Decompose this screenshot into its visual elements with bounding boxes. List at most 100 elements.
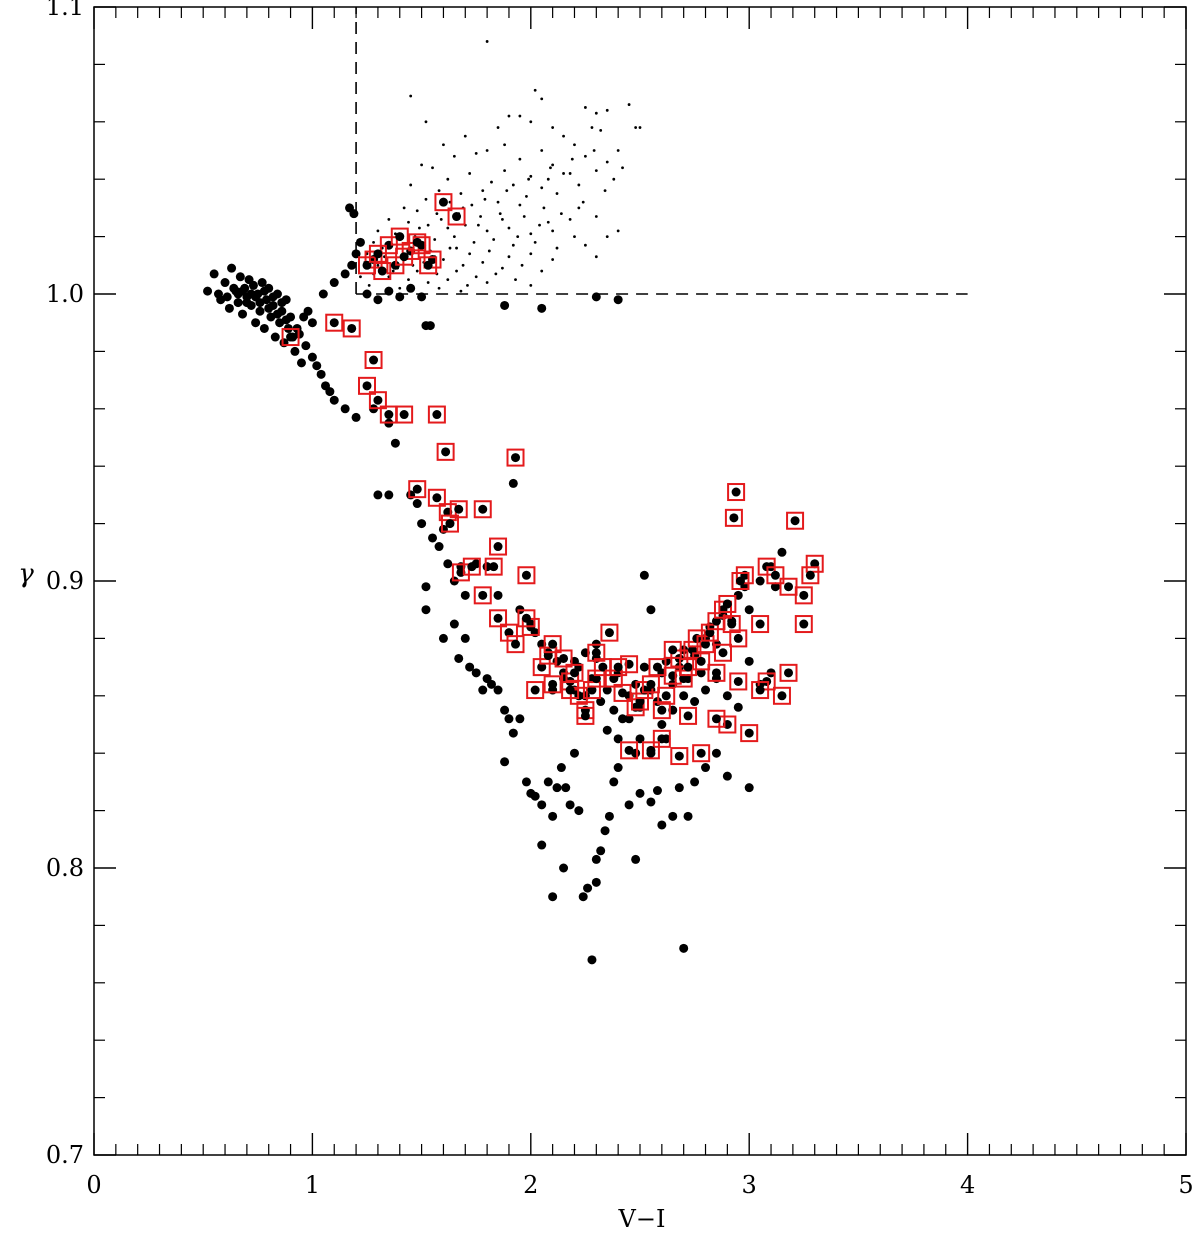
data-point [770,582,780,592]
small-dot [359,275,362,279]
highlight-box [408,480,427,499]
small-dot [415,269,419,273]
boxed-point [286,332,296,342]
highlight-box [436,442,455,461]
highlight-box [342,319,361,338]
small-dot [514,278,517,282]
small-dot [518,114,522,118]
data-point [227,263,237,273]
highlight-box [600,623,619,642]
small-dot [520,263,524,267]
y-tick-label: 0.8 [46,854,84,882]
boxed-point [373,395,383,405]
highlight-box [679,658,698,677]
highlight-box [718,594,737,613]
small-dot [555,192,559,195]
boxed-point [537,662,547,672]
data-point [646,605,656,615]
data-point [508,478,518,488]
highlight-box [635,681,654,700]
small-dot [452,154,456,158]
boxed-point [395,232,405,242]
small-dot [459,192,463,195]
small-dot [594,169,598,172]
small-dot [418,226,421,230]
data-point [679,691,689,701]
data-point [281,315,291,325]
data-point [711,748,721,758]
data-point [465,662,475,672]
data-point [277,298,287,308]
data-point [683,811,693,821]
data-point [270,332,280,342]
data-point [569,748,579,758]
small-dot [603,189,607,193]
boxed-point [755,685,765,695]
data-point [596,846,606,856]
small-dot [398,286,402,290]
small-dot [503,169,506,172]
boxed-point [493,542,503,552]
small-dot [376,263,380,267]
boxed-point [729,513,739,523]
small-dot [594,215,598,218]
data-point [259,323,269,333]
data-point [537,840,547,850]
axes: 0 1 2 3 4 5 0.7 0.8 0.9 1.0 1.1 [46,0,1194,1199]
data-point [613,734,623,744]
highlight-box [526,681,545,700]
data-point [417,519,427,529]
data-point [744,605,754,615]
small-dot [481,261,485,264]
boxed-point [683,711,693,721]
small-dot [402,206,406,210]
highlight-box [724,508,743,527]
small-dot [407,220,410,224]
small-dot [592,149,596,152]
highlight-box [506,448,525,467]
highlight-box [751,681,770,700]
small-dot [415,209,419,213]
small-dot [481,189,485,193]
small-dot [507,226,511,230]
highlight-box [543,635,562,654]
data-point [500,705,510,715]
x-tick-label: 0 [86,1171,101,1199]
data-point [631,854,641,864]
small-dot [505,189,509,193]
highlight-box [740,724,759,743]
data-point [255,306,265,316]
boxed-point [438,197,448,207]
small-dot [551,126,555,129]
data-point [209,269,219,279]
data-point [460,590,470,600]
data-point [559,863,569,873]
highlight-box [652,701,671,720]
data-point [329,278,339,288]
highlight-box [587,643,606,662]
highlight-box [543,675,562,694]
highlight-box [499,623,518,642]
boxed-point [548,679,558,689]
boxed-point [770,570,780,580]
highlight-box [663,640,682,659]
highlight-box [532,658,551,677]
small-dot [503,143,506,147]
data-point [329,395,339,405]
small-dot [529,174,533,178]
boxed-point [705,628,715,638]
data-point [318,289,328,299]
highlight-box [657,686,676,705]
x-tick-label: 5 [1178,1171,1193,1199]
highlight-box [707,709,726,728]
minor-ticks [94,7,1186,1155]
small-dot [581,200,585,204]
small-dot [485,40,489,43]
boxed-point [548,639,558,649]
boxed-point [452,212,462,222]
highlight-box [751,615,770,634]
small-dot [584,106,587,109]
small-dot [455,269,458,273]
highlight-box [679,706,698,725]
boxed-point [805,570,815,580]
